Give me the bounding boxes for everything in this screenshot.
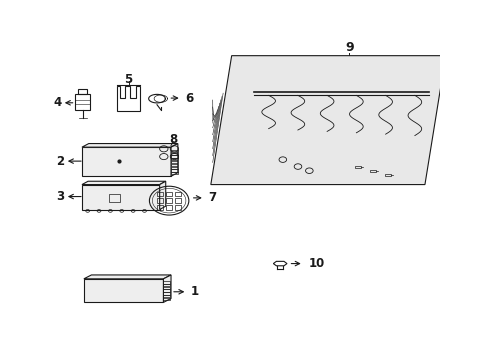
Text: 7: 7	[208, 192, 216, 204]
Bar	[369, 170, 375, 172]
Bar	[109, 194, 120, 202]
Bar	[171, 156, 178, 158]
Text: 3: 3	[56, 190, 64, 203]
Bar	[171, 167, 178, 169]
Polygon shape	[84, 275, 171, 279]
Polygon shape	[82, 144, 178, 147]
Polygon shape	[82, 181, 165, 185]
Text: 10: 10	[307, 257, 324, 270]
Bar	[163, 284, 170, 286]
Polygon shape	[210, 56, 445, 185]
Bar	[171, 164, 178, 166]
Bar	[78, 90, 86, 94]
Text: 9: 9	[345, 41, 353, 54]
Bar	[171, 161, 178, 163]
Bar	[171, 150, 178, 152]
Bar	[166, 198, 172, 203]
Text: 1: 1	[191, 285, 199, 298]
Bar	[163, 281, 170, 284]
Bar	[75, 94, 90, 110]
Polygon shape	[84, 279, 163, 302]
Bar	[175, 198, 181, 203]
Bar	[175, 205, 181, 210]
Bar	[157, 205, 163, 210]
Bar	[175, 192, 181, 196]
Polygon shape	[163, 275, 171, 302]
Text: 4: 4	[53, 96, 61, 109]
Bar	[157, 198, 163, 203]
Polygon shape	[159, 181, 165, 210]
Bar	[385, 174, 390, 176]
Polygon shape	[82, 147, 171, 176]
Bar	[163, 287, 170, 289]
Bar	[354, 166, 360, 168]
Bar	[157, 192, 163, 196]
Bar	[171, 172, 178, 174]
Bar	[163, 289, 170, 292]
Bar	[163, 298, 170, 300]
Polygon shape	[82, 185, 159, 210]
Bar	[166, 205, 172, 210]
Bar	[166, 192, 172, 196]
Bar	[171, 153, 178, 155]
Polygon shape	[171, 144, 178, 176]
Text: 8: 8	[168, 133, 177, 146]
Text: 5: 5	[124, 73, 132, 86]
Bar	[163, 292, 170, 294]
Text: 2: 2	[56, 155, 64, 168]
Bar	[171, 158, 178, 161]
Bar	[171, 169, 178, 172]
Text: 6: 6	[185, 91, 193, 105]
Bar	[163, 295, 170, 297]
